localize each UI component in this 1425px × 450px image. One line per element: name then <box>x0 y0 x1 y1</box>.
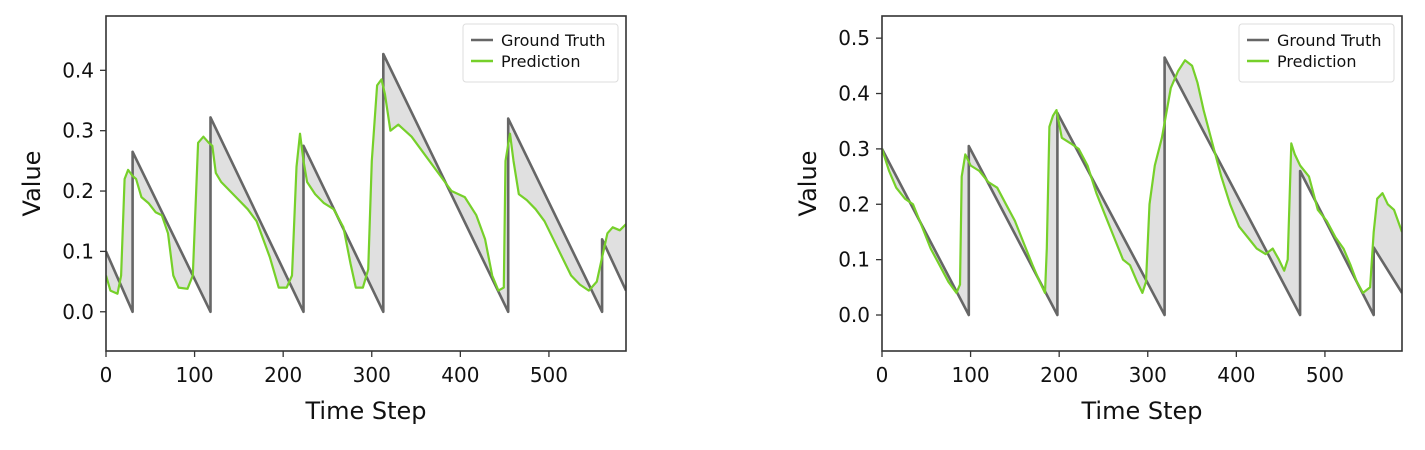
chart-right: 0 100 200 300 400 500 0.0 0.1 0.2 0.3 0.4 0.5 Time S… <box>794 15 1403 425</box>
legend-label: Ground Truth <box>1277 31 1382 50</box>
y-tick-label: 0.2 <box>838 192 870 216</box>
x-tick-label: 100 <box>175 363 213 387</box>
plot-frame <box>881 15 1403 352</box>
y-axis-label: Value <box>794 151 822 217</box>
y-tick-label: 0.2 <box>62 179 94 203</box>
y-tick-label: 0.5 <box>838 26 870 50</box>
legend-label: Prediction <box>501 52 580 71</box>
x-tick-label: 100 <box>951 363 989 387</box>
ground-truth-line <box>882 56 1402 317</box>
x-tick-label: 500 <box>1306 363 1344 387</box>
x-axis-label: Time Step <box>304 397 426 425</box>
x-tick-label: 400 <box>1217 363 1255 387</box>
x-tick-label: 300 <box>353 363 391 387</box>
y-tick-label: 0.1 <box>62 239 94 263</box>
x-tick-label: 400 <box>441 363 479 387</box>
fill-between-area <box>882 59 1402 316</box>
y-tick-label: 0.4 <box>838 82 870 106</box>
x-axis-label: Time Step <box>1080 397 1202 425</box>
x-tick-label: 200 <box>1040 363 1078 387</box>
y-tick-label: 0.3 <box>838 137 870 161</box>
y-tick-label: 0.1 <box>838 248 870 272</box>
x-tick-label: 200 <box>264 363 302 387</box>
prediction-line <box>882 59 1402 294</box>
y-tick-label: 0.0 <box>62 300 94 324</box>
legend: Ground Truth Prediction <box>462 23 619 83</box>
legend-label: Prediction <box>1277 52 1356 71</box>
y-tick-label: 0.3 <box>62 119 94 143</box>
x-tick-label: 500 <box>530 363 568 387</box>
x-tick-label: 0 <box>100 363 113 387</box>
y-tick-label: 0.0 <box>838 303 870 327</box>
chart-left: 0 100 200 300 400 500 0.0 0.1 0.2 0.3 0.4 Time Step… <box>18 15 627 425</box>
legend: Ground Truth Prediction <box>1238 23 1395 83</box>
y-axis-label: Value <box>18 151 46 217</box>
prediction-line <box>106 78 626 295</box>
y-tick-label: 0.4 <box>62 58 94 82</box>
x-tick-label: 300 <box>1129 363 1167 387</box>
plot-frame <box>105 15 627 352</box>
x-tick-label: 0 <box>876 363 889 387</box>
legend-label: Ground Truth <box>501 31 606 50</box>
